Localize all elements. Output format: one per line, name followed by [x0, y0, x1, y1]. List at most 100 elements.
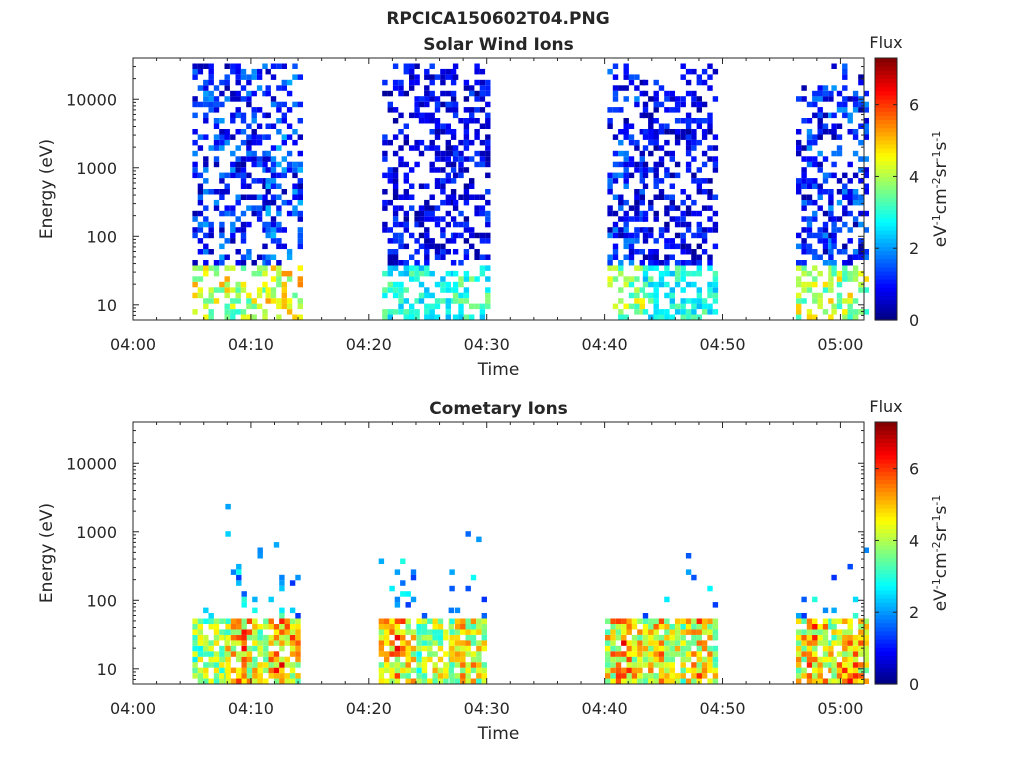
heatmap-cell [403, 298, 409, 304]
heatmap-cell [615, 645, 622, 652]
heatmap-cell [842, 210, 848, 217]
heatmap-cell [637, 629, 643, 635]
heatmap-cell [618, 298, 624, 304]
heatmap-cell [658, 227, 665, 233]
heatmap-cell [831, 607, 837, 614]
heatmap-cell [382, 314, 388, 320]
heatmap-cell [192, 68, 198, 75]
heatmap-cell [612, 150, 619, 157]
heatmap-cell [852, 189, 859, 195]
colorbar-segment [875, 458, 897, 464]
heatmap-cell [465, 624, 471, 630]
heatmap-cell [674, 216, 681, 222]
heatmap-cell [403, 134, 409, 140]
heatmap-cell [392, 107, 399, 113]
heatmap-cell [685, 118, 692, 124]
heatmap-cell [263, 618, 269, 624]
heatmap-cell [418, 210, 425, 217]
heatmap-cell [639, 309, 645, 315]
colorbar-segment [875, 262, 897, 268]
heatmap-cell [458, 161, 464, 168]
heatmap-cell [405, 645, 411, 652]
heatmap-cell [392, 216, 399, 222]
heatmap-cell [240, 118, 247, 124]
heatmap-cell [192, 667, 198, 674]
colorbar-unit-label: eV-1cm-2sr-1s-1 [930, 131, 952, 248]
heatmap-cell [669, 645, 675, 652]
heatmap-cell [658, 260, 665, 266]
heatmap-cell [213, 629, 220, 635]
heatmap-cell [460, 629, 466, 635]
heatmap-cell [197, 292, 204, 299]
heatmap-cell [626, 629, 632, 635]
heatmap-cell [610, 667, 616, 674]
heatmap-cell [485, 238, 491, 244]
heatmap-cell [685, 640, 692, 646]
heatmap-cell [203, 618, 209, 624]
heatmap-cell [230, 667, 237, 674]
unit-exponent: -1 [930, 515, 943, 526]
heatmap-cell [618, 227, 624, 233]
heatmap-cell [674, 134, 681, 140]
heatmap-cell [474, 194, 480, 200]
heatmap-cell [847, 624, 853, 630]
heatmap-cell [801, 270, 807, 277]
heatmap-cell [449, 678, 455, 684]
heatmap-cell [224, 139, 230, 146]
heatmap-cell [642, 129, 649, 135]
heatmap-cell [262, 265, 268, 271]
heatmap-cell [434, 107, 441, 113]
heatmap-cell [230, 298, 236, 304]
heatmap-cell [273, 629, 280, 635]
heatmap-cell [847, 270, 853, 277]
heatmap-cell [224, 287, 230, 293]
heatmap-cell [801, 667, 807, 674]
heatmap-cell [653, 238, 659, 244]
heatmap-cell [297, 265, 303, 271]
heatmap-cell [615, 667, 622, 674]
heatmap-cell [658, 123, 665, 129]
heatmap-cell [246, 298, 252, 304]
heatmap-cell [822, 112, 829, 119]
heatmap-cell [203, 662, 209, 668]
heatmap-cell [416, 618, 422, 624]
heatmap-cell [197, 287, 204, 293]
heatmap-cell [295, 656, 301, 663]
heatmap-cell [410, 678, 417, 684]
heatmap-cell [458, 150, 464, 157]
heatmap-cell [836, 107, 843, 113]
heatmap-cell [424, 118, 430, 124]
heatmap-cell [452, 150, 459, 157]
heatmap-cell [246, 618, 253, 624]
heatmap-cell [230, 68, 236, 75]
heatmap-cell [454, 678, 461, 684]
panel-title: Cometary Ions [429, 399, 568, 419]
heatmap-cell [203, 640, 209, 646]
heatmap-cell [424, 309, 430, 315]
heatmap-cell [432, 640, 438, 646]
heatmap-cell [863, 678, 869, 684]
heatmap-cell [806, 249, 813, 255]
heatmap-cell [246, 249, 252, 255]
heatmap-cell [653, 172, 659, 179]
heatmap-cell [634, 292, 640, 299]
heatmap-cell [618, 199, 624, 206]
heatmap-cell [474, 205, 480, 211]
colorbar-segment [875, 291, 897, 297]
unit-base: eV [931, 225, 951, 247]
heatmap-cell [292, 210, 298, 217]
heatmap-cell [852, 314, 859, 320]
heatmap-cell [389, 585, 395, 592]
heatmap-cell [289, 618, 296, 624]
y-tick-label: 10 [97, 296, 117, 315]
heatmap-cell [284, 634, 290, 641]
heatmap-cell [378, 673, 385, 679]
heatmap-cell [192, 662, 198, 668]
heatmap-cell [235, 287, 241, 293]
heatmap-cell [691, 90, 697, 97]
heatmap-cell [658, 673, 665, 679]
heatmap-cell [403, 139, 409, 146]
heatmap-cell [236, 629, 242, 635]
heatmap-cell [224, 63, 230, 69]
heatmap-cell [610, 640, 616, 646]
